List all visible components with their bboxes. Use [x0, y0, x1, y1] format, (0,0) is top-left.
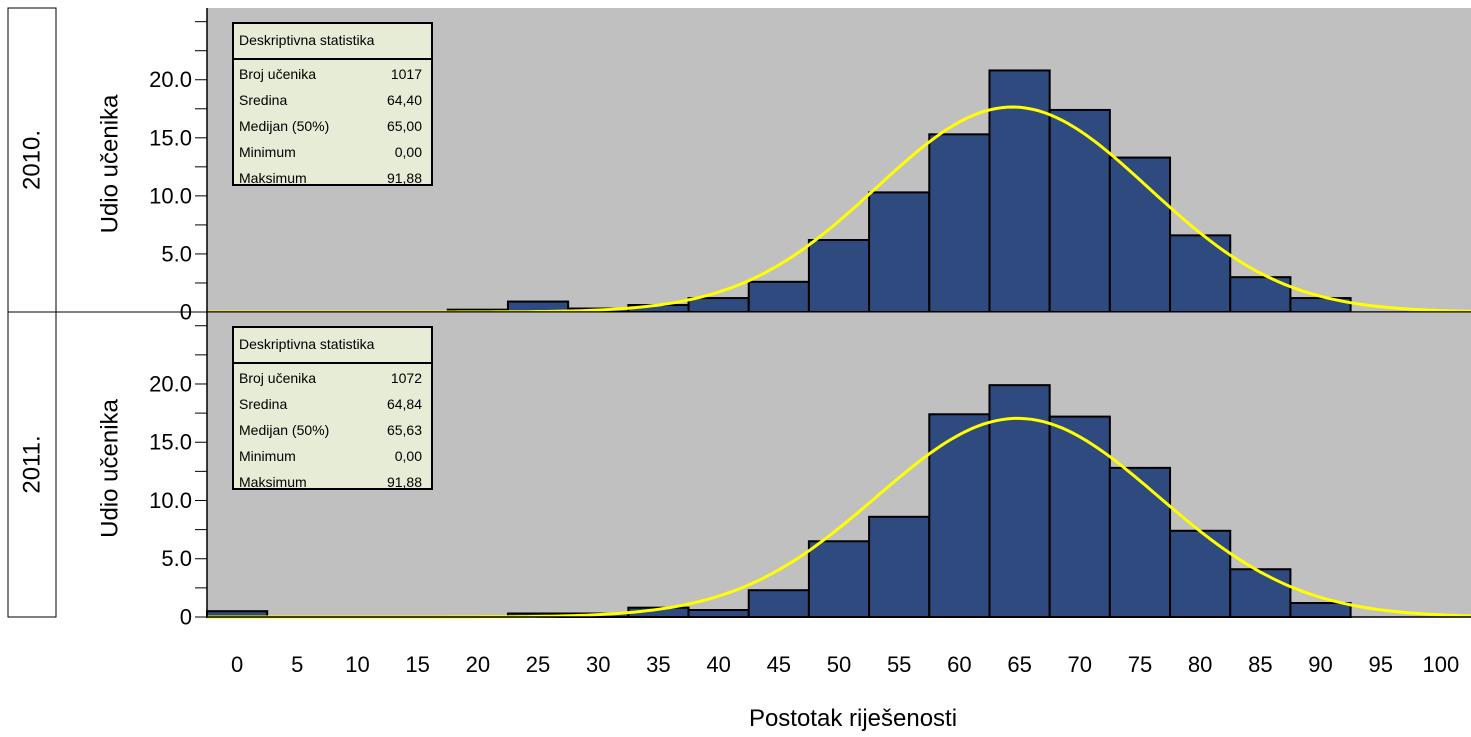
- histogram-bar: [928, 133, 991, 313]
- x-tick-label: 40: [706, 652, 730, 677]
- stats-row-value: 64,84: [387, 396, 422, 412]
- stats-row-value: 65,00: [387, 118, 422, 134]
- x-tick-label: 90: [1308, 652, 1332, 677]
- x-tick-label: 0: [231, 652, 243, 677]
- stats-row-value: 91,88: [387, 474, 422, 490]
- x-tick-label: 35: [646, 652, 670, 677]
- histogram-bar: [1169, 234, 1232, 313]
- x-tick-label: 95: [1368, 652, 1392, 677]
- stats-row-label: Minimum: [239, 448, 296, 464]
- y-tick-label: 20.0: [149, 371, 192, 396]
- x-tick-label: 55: [887, 652, 911, 677]
- y-tick-label: 15.0: [149, 430, 192, 455]
- x-tick-label: 50: [827, 652, 851, 677]
- histogram-bar: [687, 297, 750, 313]
- stats-row-value: 65,63: [387, 422, 422, 438]
- panel-2010: 2010. Udio učenika05.010.015.020.0Deskrip…: [7, 7, 1471, 325]
- x-tick-label: 75: [1128, 652, 1152, 677]
- x-tick-label: 60: [947, 652, 971, 677]
- histogram-bar: [747, 280, 810, 314]
- x-tick-label: 5: [291, 652, 303, 677]
- y-tick-label: 15.0: [149, 125, 192, 150]
- stats-row-label: Minimum: [239, 144, 296, 160]
- x-tick-label: 15: [405, 652, 429, 677]
- x-tick-label: 85: [1248, 652, 1272, 677]
- histogram-bar: [1169, 529, 1232, 618]
- stats-row-value: 1017: [391, 66, 422, 82]
- x-tick-label: 100: [1423, 652, 1460, 677]
- stats-row-label: Broj učenika: [239, 66, 316, 82]
- x-tick-label: 30: [586, 652, 610, 677]
- x-axis: 0 5 10 15 20 25 30 35 40 45 50 55 60 65 70 75 80 85 90 95 10…: [8, 8, 1471, 677]
- panel-2011: 2011. Udio učenika 0 5.0 10.0 15.0 20.0 Deskrip…: [7, 311, 1471, 630]
- y-tick-label: 20.0: [149, 67, 192, 92]
- histogram-bar: [868, 191, 931, 313]
- histogram-bar: [868, 515, 931, 618]
- x-tick-label: 20: [466, 652, 490, 677]
- stats-row-label: Medijan (50%): [239, 118, 329, 134]
- y-axis-title: Udio učenika: [97, 398, 124, 537]
- histogram-bar: [1289, 602, 1352, 618]
- histogram-bar: [747, 589, 810, 618]
- histogram-bar: [1048, 415, 1111, 619]
- x-axis-title: Postotak riješenosti: [749, 705, 957, 732]
- histogram-bar: [928, 413, 991, 619]
- stats-row-label: Sredina: [239, 396, 287, 412]
- y-tick-label: 10.0: [149, 488, 192, 513]
- stats-row-label: Medijan (50%): [239, 422, 329, 438]
- histogram-bar: [1108, 156, 1172, 313]
- histogram-bar: [807, 540, 871, 618]
- histogram-bar: [988, 384, 1051, 619]
- y-tick-label: 10.0: [149, 183, 192, 208]
- stats-row-value: 0,00: [395, 144, 422, 160]
- stats-row-value: 91,88: [387, 170, 422, 186]
- stats-box: [232, 326, 433, 490]
- stats-row-value: 0,00: [395, 448, 422, 464]
- x-tick-label: 80: [1188, 652, 1212, 677]
- y-tick-label: 0: [180, 605, 192, 630]
- stats-row-label: Maksimum: [239, 170, 307, 186]
- stats-row-value: 64,40: [387, 92, 422, 108]
- stats-row-label: Sredina: [239, 92, 287, 108]
- panel-label-box: [7, 311, 57, 618]
- x-tick-label: 10: [345, 652, 369, 677]
- histogram-bar: [807, 239, 871, 313]
- stats-title: Deskriptivna statistika: [239, 336, 375, 352]
- y-tick-label: 5.0: [161, 546, 192, 571]
- panel-label-box: [7, 7, 57, 313]
- histogram-bar: [1108, 466, 1172, 618]
- panel-label: 2010.: [19, 130, 46, 190]
- y-tick-label: 5.0: [161, 241, 192, 266]
- panel-label: 2011.: [19, 435, 46, 493]
- x-tick-label: 25: [526, 652, 550, 677]
- stats-box: [232, 22, 433, 186]
- histogram-bar: [1229, 568, 1292, 618]
- stats-row-label: Broj učenika: [239, 370, 316, 386]
- histogram-bar: [687, 609, 750, 618]
- stats-row-label: Maksimum: [239, 474, 307, 490]
- x-tick-label: 65: [1007, 652, 1031, 677]
- histogram-bar: [1048, 108, 1111, 313]
- stats-title: Deskriptivna statistika: [239, 32, 375, 48]
- x-tick-label: 45: [767, 652, 791, 677]
- y-axis-title: Udio učenika: [97, 94, 124, 233]
- stats-row-value: 1072: [391, 370, 422, 386]
- x-tick-label: 70: [1068, 652, 1092, 677]
